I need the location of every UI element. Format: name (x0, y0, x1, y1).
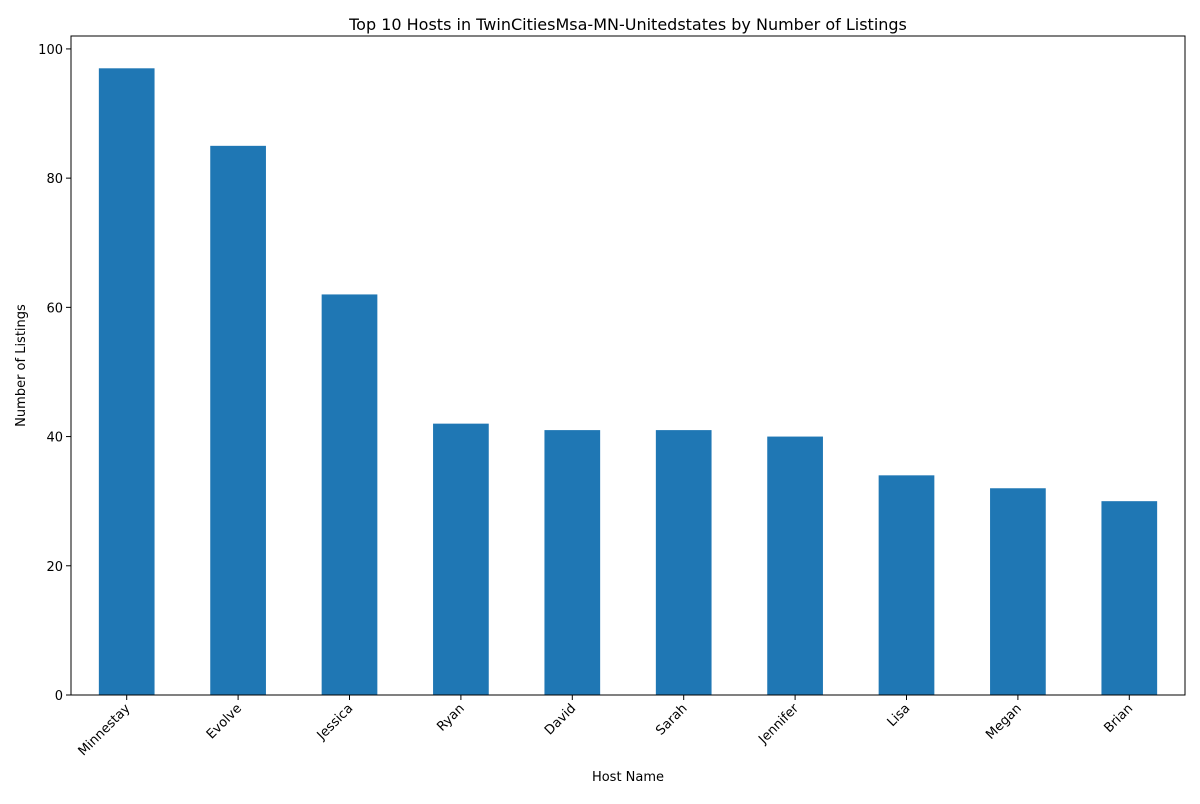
chart-title: Top 10 Hosts in TwinCitiesMsa-MN-Uniteds… (348, 15, 907, 34)
bars-group (98, 68, 1158, 696)
x-tick-label: Jessica (314, 701, 357, 744)
x-tick-label: Ryan (434, 701, 467, 734)
bar-sarah (655, 430, 712, 695)
bar-evolve (210, 145, 266, 696)
x-axis-label: Host Name (592, 770, 664, 785)
x-tick-label: David (542, 701, 579, 738)
y-tick-label: 100 (38, 43, 63, 58)
bar-megan (990, 488, 1046, 695)
bar-jennifer (767, 436, 823, 695)
y-tick-label: 0 (55, 689, 63, 704)
plot-frame (70, 35, 1186, 696)
x-axis: Minnestay Evolve Jessica Ryan David Sarah Jenn… (76, 695, 1136, 759)
x-tick-label: Sarah (653, 701, 690, 738)
x-tick-label: Evolve (204, 701, 245, 742)
bar-david (544, 430, 601, 695)
bar-minnestay (98, 68, 155, 695)
y-tick-label: 40 (46, 431, 63, 446)
bar-brian (1101, 501, 1158, 695)
y-tick-label: 20 (46, 560, 63, 575)
bar-jessica (321, 294, 378, 695)
y-tick-label: 80 (46, 172, 63, 187)
bar-lisa (878, 475, 935, 695)
bar-ryan (433, 423, 489, 695)
y-axis-label: Number of Listings (14, 304, 29, 427)
y-tick-label: 60 (46, 301, 63, 316)
x-tick-label: Minnestay (76, 701, 134, 759)
x-tick-label: Megan (983, 701, 1024, 742)
x-tick-label: Jennifer (755, 701, 802, 748)
x-tick-label: Brian (1101, 701, 1136, 736)
y-axis: 0 20 40 60 80 100 (38, 43, 71, 704)
x-tick-label: Lisa (885, 701, 914, 730)
